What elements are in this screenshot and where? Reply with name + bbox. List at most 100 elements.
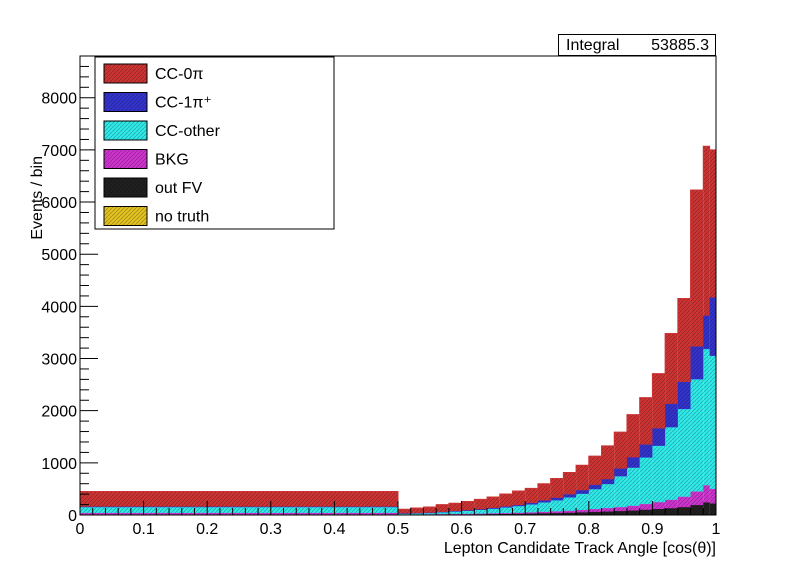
bar-hatch xyxy=(690,379,704,492)
bar-hatch xyxy=(512,491,526,506)
bar-hatch xyxy=(665,508,678,515)
bar-hatch xyxy=(576,490,589,494)
bar-hatch xyxy=(703,502,710,515)
bar-hatch xyxy=(588,484,602,490)
bar-hatch xyxy=(614,511,627,515)
bar-hatch xyxy=(550,511,564,514)
bar-hatch xyxy=(665,403,678,428)
bar-hatch xyxy=(588,489,602,510)
x-tick-label: 0.7 xyxy=(514,521,536,538)
bar-hatch xyxy=(461,510,475,514)
x-tick-label: 0.8 xyxy=(578,521,600,538)
bar-hatch xyxy=(398,509,411,514)
bar-hatch xyxy=(614,432,627,469)
x-axis-label: Lepton Candidate Track Angle [cos(θ)] xyxy=(444,540,716,557)
bar-hatch xyxy=(709,488,716,504)
bar-hatch xyxy=(709,355,716,489)
bar-hatch xyxy=(499,506,513,508)
bar-hatch xyxy=(550,497,564,501)
legend-swatch-hatch xyxy=(104,149,147,169)
bar-hatch xyxy=(652,428,666,446)
bar-hatch xyxy=(550,478,564,498)
bar-hatch xyxy=(626,467,640,506)
y-tick-label: 1000 xyxy=(41,456,77,473)
bar-hatch xyxy=(601,479,615,485)
bar-hatch xyxy=(703,349,710,486)
bar-hatch xyxy=(499,513,513,515)
bar-hatch xyxy=(448,511,462,514)
histogram-bars xyxy=(79,145,717,516)
bar-hatch xyxy=(487,497,500,509)
bar-hatch xyxy=(639,457,653,505)
series-cc-1- xyxy=(79,296,717,515)
bar-hatch xyxy=(525,488,538,504)
y-tick-label: 2000 xyxy=(41,404,77,421)
legend-box xyxy=(94,56,335,230)
series-outline xyxy=(79,145,717,515)
bar-hatch xyxy=(677,496,691,508)
bar-hatch xyxy=(537,513,551,515)
bar-hatch xyxy=(576,493,589,511)
x-tick-label: 0.9 xyxy=(641,521,663,538)
bar-hatch xyxy=(525,503,538,505)
bar-hatch xyxy=(537,511,551,514)
legend-label: CC-0π xyxy=(155,66,203,83)
bar-hatch xyxy=(677,507,691,515)
bar-hatch xyxy=(690,346,704,380)
bar-hatch xyxy=(423,513,437,515)
axes: 0 0.1 0.2 0.3 0.4 0.5 0.6 0.7 0.8 0.9 1 0 1000 2000 30… xyxy=(41,55,721,538)
bar-hatch xyxy=(563,512,577,515)
bar-hatch xyxy=(690,491,704,506)
bar-hatch xyxy=(614,476,627,508)
bar-hatch xyxy=(677,298,691,382)
bar-hatch xyxy=(550,500,564,512)
bar-hatch xyxy=(703,315,710,350)
bar-hatch xyxy=(474,509,488,514)
y-tick-label: 6000 xyxy=(41,195,77,212)
bar-hatch xyxy=(626,457,640,468)
bar-hatch xyxy=(537,500,551,503)
series-cc-0- xyxy=(79,145,717,515)
bar-hatch xyxy=(512,512,526,514)
bar-hatch xyxy=(690,190,704,347)
x-tick-label: 1 xyxy=(712,521,721,538)
legend-swatch-hatch xyxy=(104,121,147,140)
legend: CC-0π CC-1π⁺ CC-other BKG out FV no truth xyxy=(94,56,335,230)
bar-hatch xyxy=(563,494,577,498)
legend-swatch-hatch xyxy=(104,64,147,83)
bar-hatch xyxy=(512,505,526,507)
bar-hatch xyxy=(461,501,475,511)
bar-hatch xyxy=(652,509,666,515)
legend-label: out FV xyxy=(155,180,202,197)
bar-hatch xyxy=(410,513,424,515)
bar-hatch xyxy=(448,503,462,512)
legend-label: CC-1π⁺ xyxy=(155,95,212,112)
bar-hatch xyxy=(80,512,398,515)
bar-hatch xyxy=(474,499,488,510)
bar-hatch xyxy=(709,149,716,298)
bar-hatch xyxy=(690,505,704,515)
y-tick-label: 4000 xyxy=(41,299,77,316)
x-tick-label: 0.4 xyxy=(323,521,345,538)
bar-hatch xyxy=(639,397,653,445)
bar-hatch xyxy=(601,508,615,512)
x-tick-label: 0.5 xyxy=(387,521,409,538)
legend-swatch-hatch xyxy=(104,206,147,226)
legend-swatch-hatch xyxy=(104,92,147,112)
bar-hatch xyxy=(525,513,538,515)
bar-hatch xyxy=(588,456,602,485)
bar-hatch xyxy=(703,485,710,503)
bar-hatch xyxy=(436,512,449,515)
legend-label: BKG xyxy=(155,152,189,169)
bar-hatch xyxy=(677,381,691,410)
x-tick-label: 0.1 xyxy=(132,521,154,538)
y-tick-label: 0 xyxy=(68,508,77,525)
bar-hatch xyxy=(626,505,640,511)
bar-hatch xyxy=(677,409,691,497)
legend-label: no truth xyxy=(155,209,209,226)
bar-hatch xyxy=(665,499,678,509)
bar-hatch xyxy=(639,509,653,515)
bar-hatch xyxy=(537,483,551,501)
stats-box: Integral 53885.3 xyxy=(558,34,716,56)
